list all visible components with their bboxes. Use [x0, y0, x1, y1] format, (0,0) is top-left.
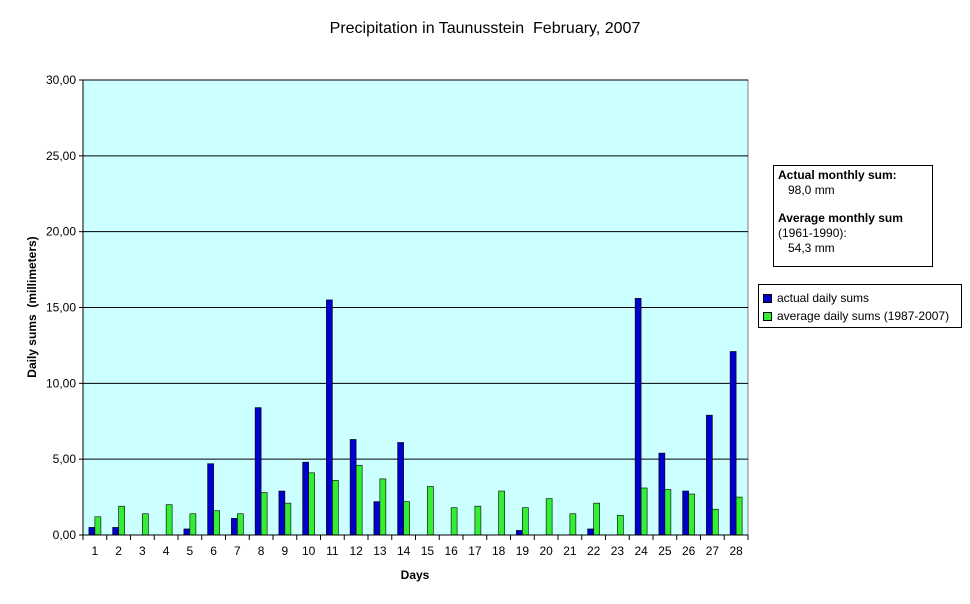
legend-swatch-average [763, 311, 772, 321]
x-tick-label: 9 [282, 544, 289, 558]
average-monthly-sum-period: (1961-1990): [778, 226, 847, 240]
bar-average [545, 498, 553, 536]
x-tick-label: 3 [139, 544, 146, 558]
bar-average [664, 489, 672, 536]
bar-actual [634, 298, 642, 536]
bar-average [617, 514, 624, 536]
x-tick-label: 10 [302, 544, 316, 558]
legend-item-actual: actual daily sums [763, 289, 957, 307]
x-tick-label: 6 [210, 544, 217, 558]
monthly-sum-info-box: Actual monthly sum: 98,0 mm Average mont… [773, 165, 933, 267]
x-tick-label: 26 [682, 544, 696, 558]
bar-actual [183, 528, 191, 536]
bar-average [260, 492, 268, 536]
bar-actual [587, 528, 594, 536]
bar-average [688, 493, 695, 536]
y-tick-label: 30,00 [46, 73, 76, 87]
x-tick-label: 11 [326, 544, 339, 558]
bar-average [189, 513, 197, 536]
x-tick-label: 2 [115, 544, 122, 558]
x-tick-label: 1 [92, 544, 99, 558]
bar-average [450, 507, 458, 536]
x-tick-label: 16 [444, 544, 458, 558]
bar-average [165, 504, 173, 536]
legend-label-average: average daily sums (1987-2007) [777, 309, 950, 323]
x-tick-label: 14 [397, 544, 411, 558]
bar-actual [254, 407, 262, 536]
bar-average [569, 513, 577, 536]
x-tick-label: 8 [258, 544, 265, 558]
bar-average [403, 501, 410, 536]
x-tick-label: 13 [373, 544, 387, 558]
x-tick-label: 21 [563, 544, 577, 558]
bar-average [427, 486, 434, 536]
bar-average [640, 487, 648, 536]
x-tick-label: 17 [468, 544, 482, 558]
bar-average [379, 478, 387, 536]
chart-title: Precipitation in Taunusstein February, 2… [329, 20, 641, 37]
bar-actual [302, 461, 309, 536]
legend-label-actual: actual daily sums [777, 291, 870, 305]
x-tick-label: 22 [587, 544, 601, 558]
y-tick-label: 15,00 [46, 301, 76, 315]
x-tick-label: 23 [611, 544, 625, 558]
bar-actual [112, 527, 119, 536]
bar-actual [516, 530, 523, 536]
bar-average [142, 513, 149, 536]
y-tick-label: 20,00 [46, 225, 76, 239]
bar-average [593, 502, 600, 536]
x-tick-label: 27 [706, 544, 720, 558]
x-tick-label: 12 [349, 544, 363, 558]
bar-average [94, 516, 102, 536]
x-tick-label: 25 [658, 544, 672, 558]
bar-average [522, 507, 529, 536]
bar-average [213, 510, 220, 536]
x-tick-label: 18 [492, 544, 506, 558]
x-tick-label: 4 [163, 544, 170, 558]
legend-item-average: average daily sums (1987-2007) [763, 307, 957, 325]
bar-average [712, 508, 719, 536]
bar-actual [231, 518, 238, 536]
actual-monthly-sum-value: 98,0 mm [788, 183, 835, 197]
x-tick-label: 19 [516, 544, 530, 558]
bar-average [308, 472, 315, 536]
bar-actual [373, 501, 381, 536]
x-tick-label: 15 [421, 544, 435, 558]
bar-average [498, 490, 505, 536]
bar-average [332, 480, 339, 536]
bar-average [118, 505, 125, 536]
bar-actual [278, 490, 286, 536]
y-tick-label: 0,00 [53, 528, 77, 542]
bar-actual [729, 351, 737, 536]
y-axis-label: Daily sums (millimeters) [25, 236, 39, 378]
bar-actual [658, 452, 666, 536]
y-tick-label: 25,00 [46, 149, 76, 163]
bar-actual [88, 527, 96, 536]
chart-legend: actual daily sums average daily sums (19… [758, 284, 962, 328]
bar-average [284, 502, 292, 536]
actual-monthly-sum-label: Actual monthly sum: [778, 168, 897, 182]
bar-actual [326, 299, 333, 536]
bar-average [735, 496, 743, 536]
legend-swatch-actual [763, 293, 772, 303]
bar-actual [397, 442, 404, 536]
y-tick-label: 10,00 [46, 376, 76, 390]
bar-actual [706, 414, 713, 536]
bar-actual [207, 463, 214, 536]
x-tick-label: 7 [234, 544, 241, 558]
x-tick-label: 24 [634, 544, 648, 558]
bar-actual [349, 439, 357, 536]
bar-actual [682, 490, 689, 536]
x-axis-label: Days [400, 568, 430, 582]
bar-average [237, 513, 244, 536]
y-tick-label: 5,00 [53, 452, 77, 466]
bar-average [355, 464, 363, 536]
average-monthly-sum-label: Average monthly sum [778, 211, 903, 225]
average-monthly-sum-value: 54,3 mm [788, 241, 835, 255]
x-tick-label: 28 [729, 544, 743, 558]
x-tick-label: 5 [187, 544, 194, 558]
bar-average [474, 505, 482, 536]
x-tick-label: 20 [539, 544, 553, 558]
